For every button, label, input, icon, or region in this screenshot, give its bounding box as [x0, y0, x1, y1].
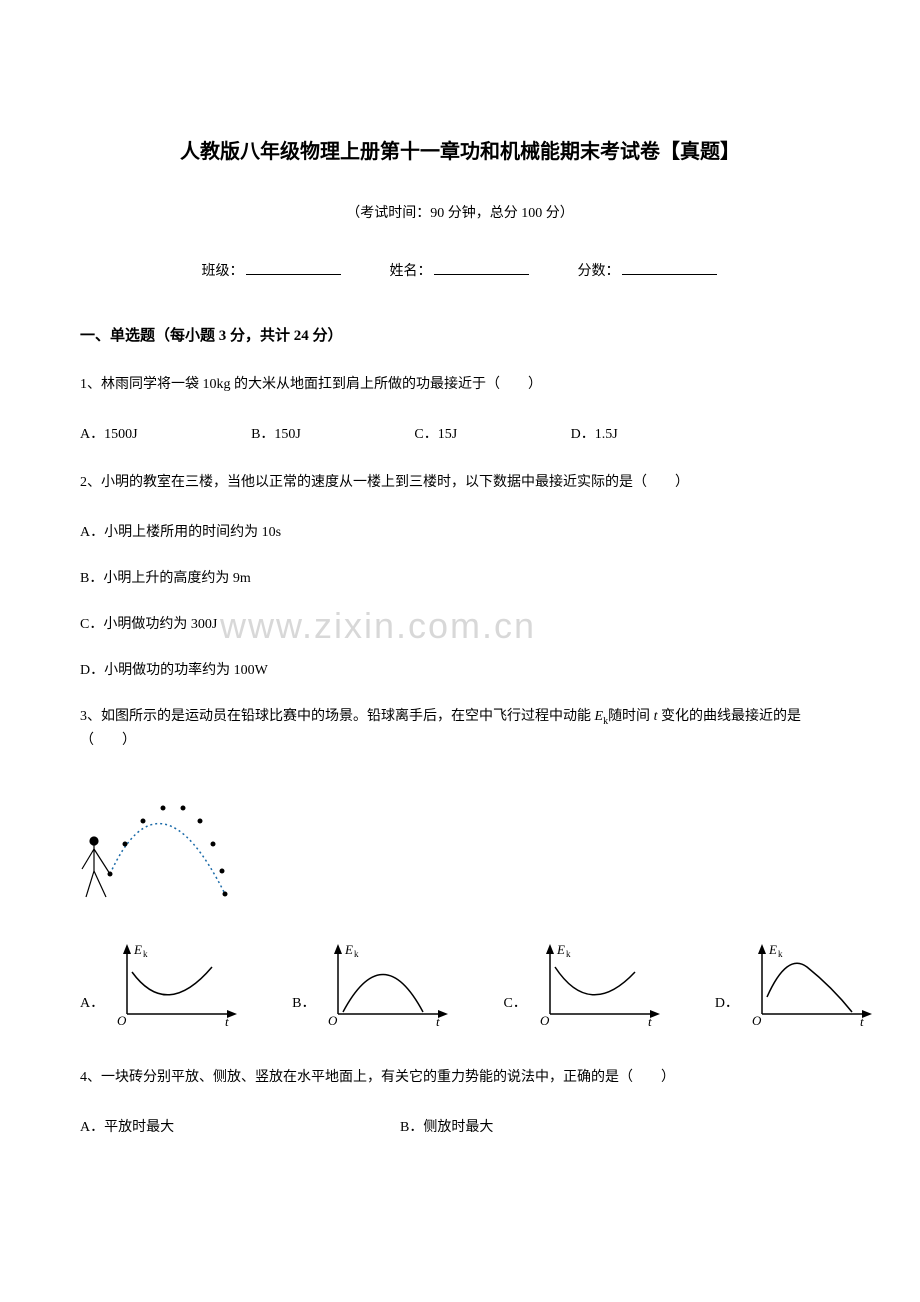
- svg-text:k: k: [778, 949, 783, 959]
- svg-text:t: t: [436, 1014, 440, 1027]
- svg-text:O: O: [117, 1013, 127, 1027]
- svg-text:E: E: [344, 942, 353, 957]
- score-blank: [622, 274, 717, 275]
- svg-text:k: k: [354, 949, 359, 959]
- q1-option-a: A．1500J: [80, 423, 138, 443]
- question-4: 4、一块砖分别平放、侧放、竖放在水平地面上，有关它的重力势能的说法中，正确的是（…: [80, 1066, 840, 1090]
- question-1: 1、林雨同学将一袋 10kg 的大米从地面扛到肩上所做的功最接近于（ ）: [80, 373, 840, 397]
- q3-var-t: t: [654, 709, 661, 724]
- q1-options: A．1500J B．150J C．15J D．1.5J: [80, 423, 840, 443]
- svg-text:t: t: [648, 1014, 652, 1027]
- q4-option-a: A．平放时最大: [80, 1116, 400, 1136]
- q3-chart-a: Ek Ot: [112, 942, 242, 1032]
- svg-text:E: E: [768, 942, 777, 957]
- q4-options: A．平放时最大 B．侧放时最大: [80, 1116, 840, 1136]
- q3-chart-label-b: B．: [292, 992, 319, 1032]
- q1-option-d: D．1.5J: [571, 423, 618, 443]
- q1-option-c: C．15J: [414, 423, 457, 443]
- svg-text:t: t: [860, 1014, 864, 1027]
- q2-option-b: B．小明上升的高度约为 9m: [80, 567, 840, 587]
- q3-chart-b: Ek Ot: [323, 942, 453, 1032]
- q3-text-2: 随时间: [608, 709, 654, 724]
- q3-chart-label-d: D．: [715, 992, 743, 1032]
- score-label: 分数：: [578, 264, 620, 279]
- q1-option-b: B．150J: [251, 423, 301, 443]
- q3-var-ek: E: [595, 709, 604, 724]
- q4-option-b: B．侧放时最大: [400, 1116, 720, 1136]
- question-3: 3、如图所示的是运动员在铅球比赛中的场景。铅球离手后，在空中飞行过程中动能 Ek…: [80, 705, 840, 754]
- q3-charts-row: A． Ek Ot B． Ek Ot C． Ek Ot D． Ek Ot: [80, 942, 840, 1032]
- q3-chart-label-a: A．: [80, 992, 108, 1032]
- q3-chart-c: Ek Ot: [535, 942, 665, 1032]
- q3-chart-d: Ek Ot: [747, 942, 877, 1032]
- fill-in-line: 班级： 姓名： 分数：: [80, 260, 840, 280]
- svg-text:E: E: [556, 942, 565, 957]
- name-blank: [434, 274, 529, 275]
- q3-text-1: 3、如图所示的是运动员在铅球比赛中的场景。铅球离手后，在空中飞行过程中动能: [80, 709, 595, 724]
- class-blank: [246, 274, 341, 275]
- q3-trajectory-figure: [80, 779, 840, 914]
- svg-text:O: O: [328, 1013, 338, 1027]
- trajectory-svg: [80, 779, 250, 909]
- svg-text:k: k: [143, 949, 148, 959]
- svg-text:O: O: [752, 1013, 762, 1027]
- document-title: 人教版八年级物理上册第十一章功和机械能期末考试卷【真题】: [80, 135, 840, 164]
- svg-text:t: t: [225, 1014, 229, 1027]
- q3-chart-label-c: C．: [503, 992, 530, 1032]
- svg-text:E: E: [133, 942, 142, 957]
- exam-info: （考试时间：90 分钟，总分 100 分）: [80, 202, 840, 222]
- svg-text:O: O: [540, 1013, 550, 1027]
- class-label: 班级：: [202, 264, 244, 279]
- q2-option-c: C．小明做功约为 300J: [80, 613, 840, 633]
- name-label: 姓名：: [390, 264, 432, 279]
- svg-text:k: k: [566, 949, 571, 959]
- q2-option-a: A．小明上楼所用的时间约为 10s: [80, 521, 840, 541]
- section-1-heading: 一、单选题（每小题 3 分，共计 24 分）: [80, 324, 840, 345]
- q2-option-d: D．小明做功的功率约为 100W: [80, 659, 840, 679]
- question-2: 2、小明的教室在三楼，当他以正常的速度从一楼上到三楼时，以下数据中最接近实际的是…: [80, 471, 840, 495]
